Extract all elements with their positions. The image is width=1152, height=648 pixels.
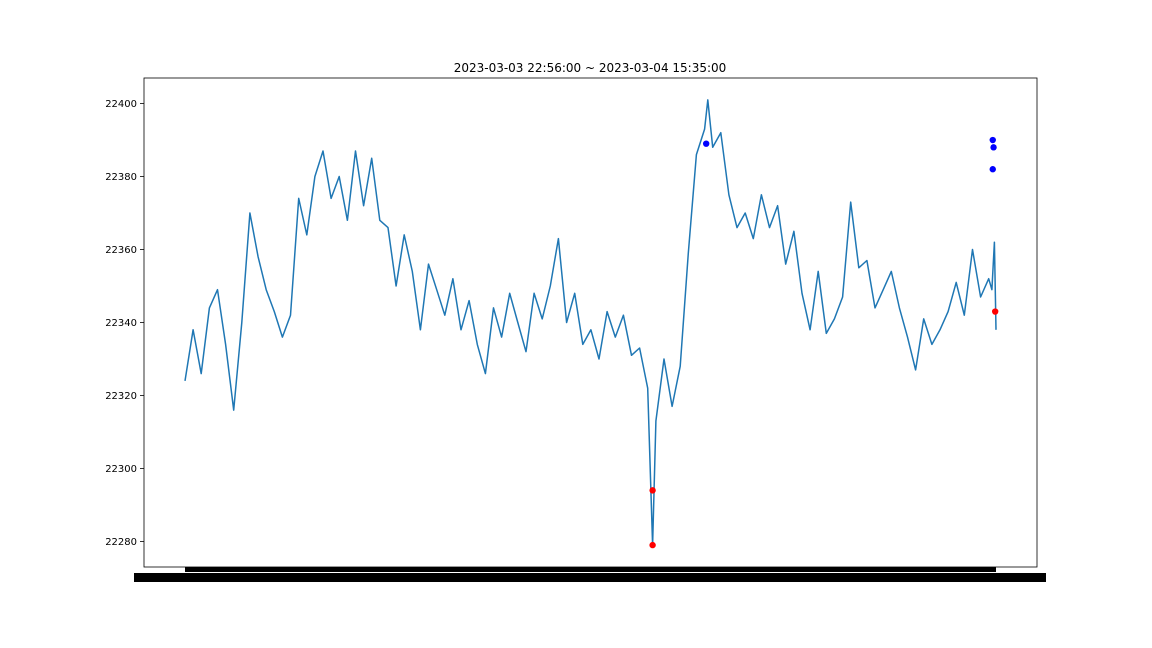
x-tick-band — [185, 567, 996, 572]
blue-marker — [702, 140, 710, 147]
y-tick-label: 22300 — [105, 464, 137, 475]
y-tick-label: 22280 — [105, 537, 137, 548]
blue-marker — [989, 136, 996, 144]
y-tick-label: 22340 — [105, 318, 137, 329]
price-line — [184, 99, 997, 546]
plot-area — [143, 77, 1038, 568]
marker-layer — [649, 136, 999, 549]
y-axis: 22280 22300 22320 22340 22360 22380 22400 — [105, 99, 144, 548]
red-marker — [649, 487, 656, 494]
y-tick-label: 22360 — [105, 245, 137, 256]
chart-title: 2023-03-03 22:56:00 ~ 2023-03-04 15:35:0… — [454, 61, 727, 75]
red-marker — [991, 308, 999, 315]
series-layer — [184, 99, 997, 546]
red-marker — [649, 541, 656, 549]
x-axis — [134, 567, 1046, 582]
blue-marker — [990, 144, 997, 151]
x-tick-labels-overlap — [134, 573, 1046, 582]
y-tick-label: 22380 — [105, 172, 137, 183]
blue-marker — [989, 166, 996, 173]
y-tick-label: 22320 — [105, 391, 137, 402]
y-tick-label: 22400 — [105, 99, 137, 110]
